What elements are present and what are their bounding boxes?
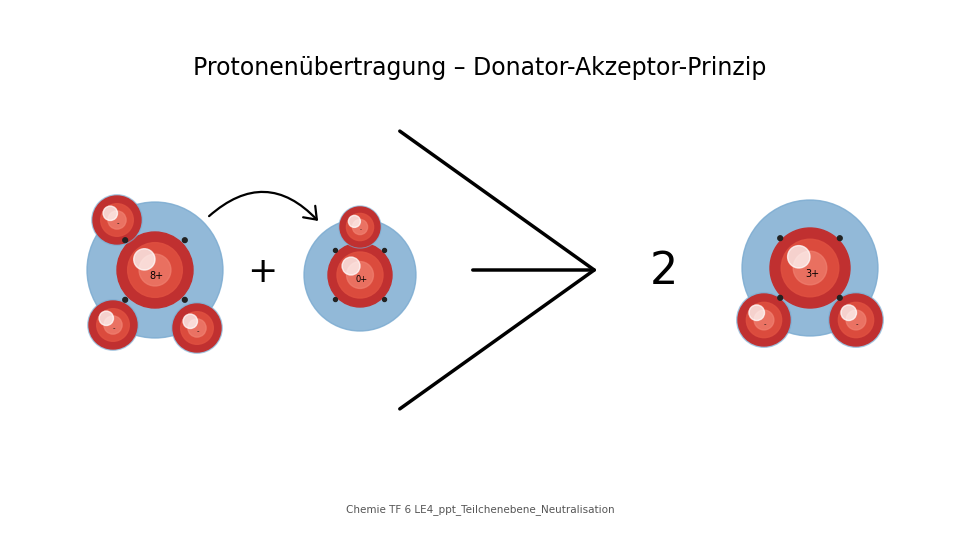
Circle shape (841, 305, 856, 321)
Circle shape (188, 319, 206, 337)
Text: -: - (117, 221, 119, 227)
Circle shape (837, 236, 842, 240)
Circle shape (778, 295, 782, 300)
Circle shape (742, 200, 878, 336)
Circle shape (383, 298, 387, 301)
Circle shape (749, 305, 764, 321)
Circle shape (342, 257, 360, 275)
Circle shape (183, 314, 198, 328)
Text: 8+: 8+ (150, 271, 164, 281)
Circle shape (339, 206, 381, 248)
Circle shape (328, 243, 392, 307)
Circle shape (87, 202, 223, 338)
Circle shape (133, 249, 155, 270)
Circle shape (337, 252, 383, 298)
Circle shape (838, 302, 874, 338)
Circle shape (746, 302, 781, 338)
Circle shape (97, 309, 130, 341)
Text: 0+: 0+ (355, 275, 368, 284)
Circle shape (123, 298, 128, 302)
Circle shape (92, 195, 142, 245)
Circle shape (348, 215, 360, 227)
Circle shape (738, 294, 790, 346)
Circle shape (117, 232, 193, 308)
Circle shape (837, 295, 842, 300)
Circle shape (770, 228, 850, 308)
FancyArrowPatch shape (209, 192, 317, 220)
Circle shape (755, 310, 774, 330)
Circle shape (87, 300, 138, 350)
Text: -: - (113, 326, 115, 332)
Circle shape (304, 219, 416, 331)
Circle shape (352, 219, 368, 234)
Circle shape (103, 206, 117, 220)
Circle shape (828, 293, 883, 347)
Text: Chemie TF 6 LE4_ppt_Teilchenebene_Neutralisation: Chemie TF 6 LE4_ppt_Teilchenebene_Neutra… (346, 504, 614, 516)
Circle shape (128, 242, 182, 298)
Circle shape (830, 294, 882, 346)
Circle shape (340, 207, 380, 247)
Circle shape (104, 316, 122, 334)
Text: 2: 2 (650, 251, 678, 294)
Circle shape (736, 293, 791, 347)
Circle shape (333, 298, 337, 301)
Circle shape (333, 248, 337, 252)
Text: -: - (360, 227, 362, 233)
Circle shape (846, 310, 866, 330)
Circle shape (787, 246, 810, 268)
Circle shape (108, 211, 126, 229)
Text: -: - (197, 329, 200, 335)
Circle shape (182, 238, 187, 242)
Text: -: - (764, 321, 766, 327)
Circle shape (347, 261, 373, 288)
Text: +: + (247, 255, 277, 289)
Circle shape (99, 311, 113, 326)
Circle shape (123, 238, 128, 242)
Circle shape (173, 304, 221, 352)
Text: 3+: 3+ (804, 269, 819, 279)
Circle shape (182, 298, 187, 302)
Circle shape (139, 254, 171, 286)
Circle shape (383, 248, 387, 252)
Text: -: - (856, 321, 858, 327)
Circle shape (172, 303, 222, 353)
Circle shape (93, 196, 141, 244)
Circle shape (101, 204, 133, 237)
Text: Protonenübertragung – Donator-Akzeptor-Prinzip: Protonenübertragung – Donator-Akzeptor-P… (193, 56, 767, 80)
Circle shape (778, 236, 782, 240)
Circle shape (180, 312, 213, 345)
Circle shape (347, 213, 373, 241)
Circle shape (781, 239, 839, 297)
Circle shape (793, 251, 827, 285)
Circle shape (89, 301, 137, 349)
